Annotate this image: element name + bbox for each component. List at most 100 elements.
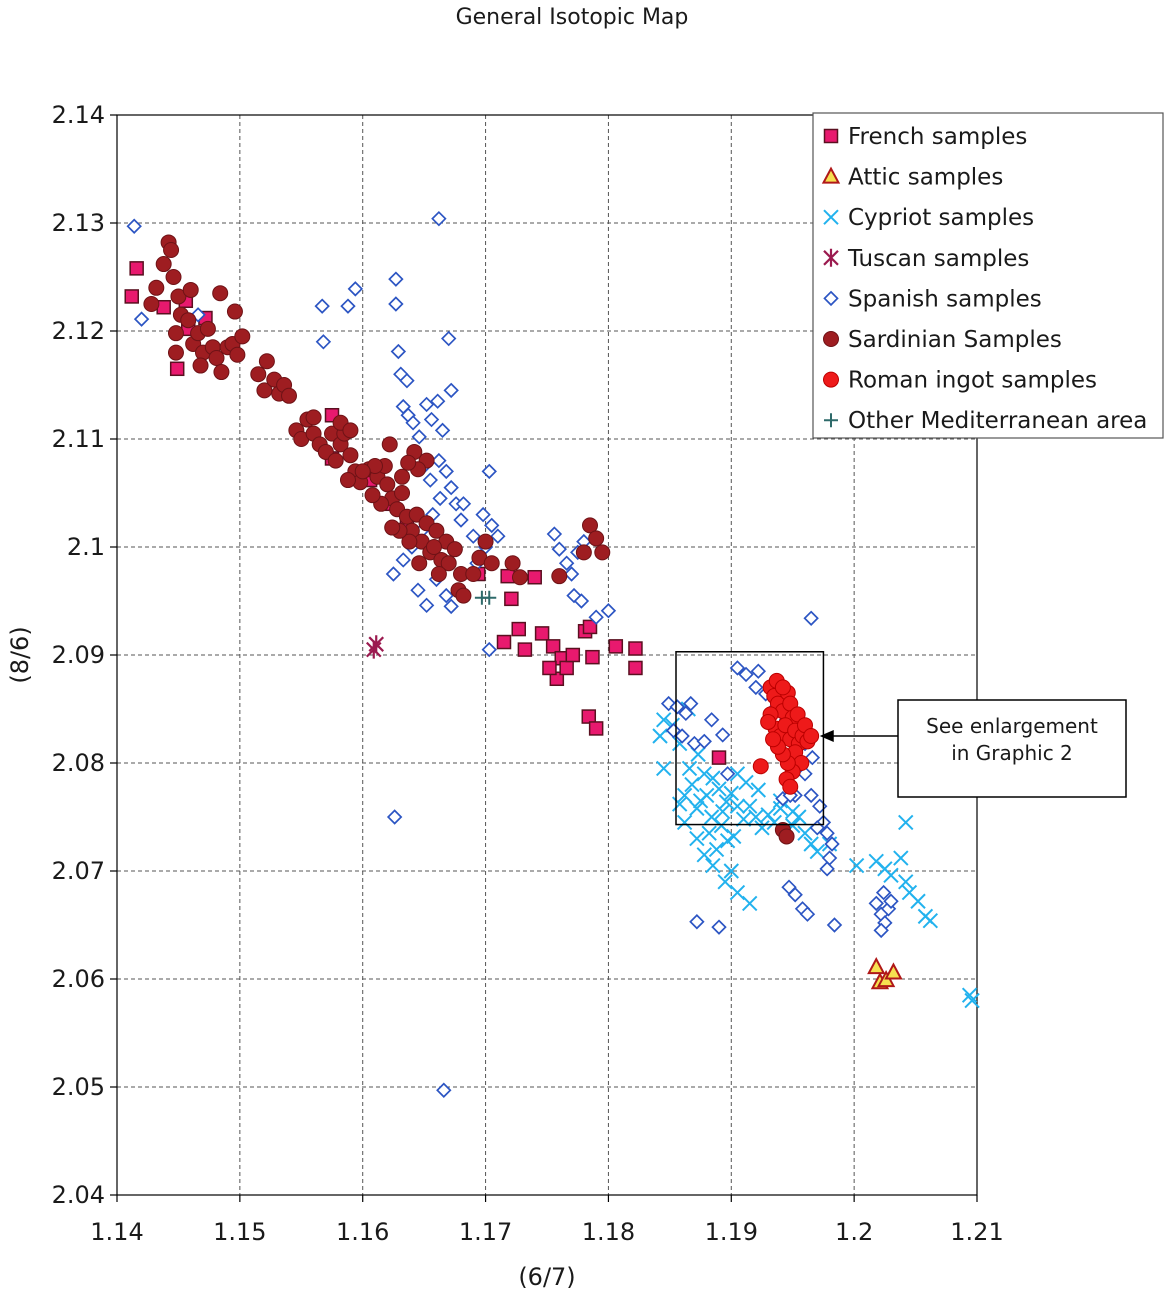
spanish-samples-point — [453, 512, 469, 528]
cypriot-samples-point — [742, 895, 758, 912]
sardinian-samples-point — [551, 568, 568, 585]
y-tick-label: 2.06 — [52, 965, 105, 993]
legend-items: French samples Attic samples Cypriot sampl… — [821, 124, 1147, 434]
y-tick-label: 2.08 — [52, 749, 105, 777]
spanish-samples-point — [588, 609, 604, 625]
cypriot-samples-point — [754, 820, 770, 836]
sardinian-samples-point — [281, 387, 297, 404]
spanish-samples-point — [803, 610, 819, 626]
series-6 — [752, 672, 820, 795]
spanish-samples-point — [551, 541, 567, 557]
sardinian-samples-point — [588, 530, 605, 547]
sardinian-samples-point — [305, 409, 322, 426]
legend-marker — [821, 166, 841, 184]
sardinian-samples-point — [258, 353, 275, 370]
cypriot-samples-point — [785, 803, 801, 820]
cypriot-samples-point — [671, 796, 688, 812]
legend-label: Roman ingot samples — [848, 368, 1097, 394]
sardinian-samples-point — [428, 522, 445, 539]
cypriot-samples-point — [893, 850, 909, 866]
cypriot-samples-point — [681, 760, 698, 777]
sardinian-samples-point — [180, 312, 197, 329]
spanish-samples-point — [422, 472, 438, 488]
sardinian-samples-point — [411, 555, 428, 572]
cypriot-samples-point — [797, 825, 813, 841]
cypriot-samples-point — [717, 874, 733, 890]
spanish-samples-point — [484, 517, 500, 534]
cypriot-samples-point — [701, 825, 717, 841]
spanish-samples-point — [418, 597, 435, 614]
spanish-samples-point — [573, 593, 590, 609]
spanish-samples-point — [669, 699, 685, 715]
spanish-samples-point — [819, 825, 835, 841]
cypriot-samples-point — [910, 893, 926, 909]
french-samples-point — [559, 660, 574, 676]
french-samples-point — [511, 621, 526, 637]
sardinian-samples-point — [477, 533, 494, 550]
sardinian-samples-point — [155, 256, 172, 273]
cypriot-samples-point — [689, 800, 705, 817]
spanish-samples-point — [819, 861, 835, 877]
french-samples-point — [565, 647, 581, 663]
x-tick-label: 1.14 — [90, 1218, 143, 1246]
callout-text-line2: in Graphic 2 — [951, 741, 1073, 765]
cypriot-samples-point — [713, 817, 730, 834]
spanish-samples-point — [418, 396, 435, 413]
cypriot-samples-point — [656, 712, 672, 728]
series-2 — [652, 701, 980, 1009]
sardinian-samples-point — [148, 279, 165, 296]
spanish-samples-point — [410, 582, 426, 598]
legend-marker — [823, 128, 839, 144]
spanish-samples-point — [868, 895, 884, 912]
spanish-samples-point — [546, 526, 563, 542]
annotation-layer: See enlargement in Graphic 2 — [675, 651, 1127, 826]
spanish-samples-point — [441, 330, 457, 347]
series-4 — [126, 210, 899, 1098]
tuscan-samples-point — [368, 635, 385, 654]
legend-item: French samples — [823, 124, 1027, 150]
spanish-samples-point — [438, 463, 454, 480]
sardinian-samples-point — [250, 366, 267, 383]
legend: French samples Attic samples Cypriot sampl… — [812, 112, 1164, 439]
spanish-samples-point — [395, 552, 411, 568]
spanish-samples-point — [719, 766, 736, 782]
sardinian-samples-point — [165, 269, 182, 285]
sardinian-samples-point — [342, 422, 359, 439]
spanish-samples-point — [455, 496, 472, 512]
spanish-samples-point — [315, 334, 332, 350]
spanish-samples-point — [347, 281, 364, 297]
legend-label: Tuscan samples — [847, 246, 1029, 272]
roman-ingot-samples-point — [774, 679, 791, 696]
legend-marker — [823, 331, 839, 347]
sardinian-samples-point — [778, 828, 795, 845]
french-samples-point — [588, 721, 604, 736]
sardinian-samples-point — [163, 242, 180, 258]
x-tick-label: 1.19 — [705, 1218, 758, 1246]
spanish-samples-point — [714, 727, 731, 743]
spanish-samples-point — [386, 809, 403, 825]
cypriot-samples-point — [961, 987, 978, 1003]
legend-label: Spanish samples — [848, 286, 1042, 312]
cypriot-samples-point — [684, 776, 700, 793]
legend-item: Attic samples — [821, 165, 1003, 191]
spanish-samples-point — [399, 372, 415, 389]
spanish-samples-point — [689, 914, 705, 930]
x-tick-label: 1.16 — [336, 1218, 389, 1246]
x-axis-label: (6/7) — [518, 1263, 575, 1291]
spanish-samples-point — [436, 1082, 452, 1098]
cypriot-samples-point — [848, 857, 865, 874]
y-tick-label: 2.07 — [52, 857, 105, 885]
cypriot-samples-point — [809, 843, 825, 860]
y-tick-label: 2.11 — [52, 425, 105, 453]
legend-item: Cypriot samples — [823, 205, 1034, 231]
french-samples-point — [585, 649, 600, 665]
legend-label: Attic samples — [848, 165, 1003, 191]
cypriot-samples-point — [714, 803, 731, 820]
legend-marker — [824, 413, 838, 428]
french-samples-point — [496, 634, 512, 650]
spanish-samples-point — [405, 415, 421, 431]
spanish-samples-point — [826, 917, 843, 933]
series-7 — [474, 590, 497, 605]
x-tick-label: 1.2 — [835, 1218, 873, 1246]
